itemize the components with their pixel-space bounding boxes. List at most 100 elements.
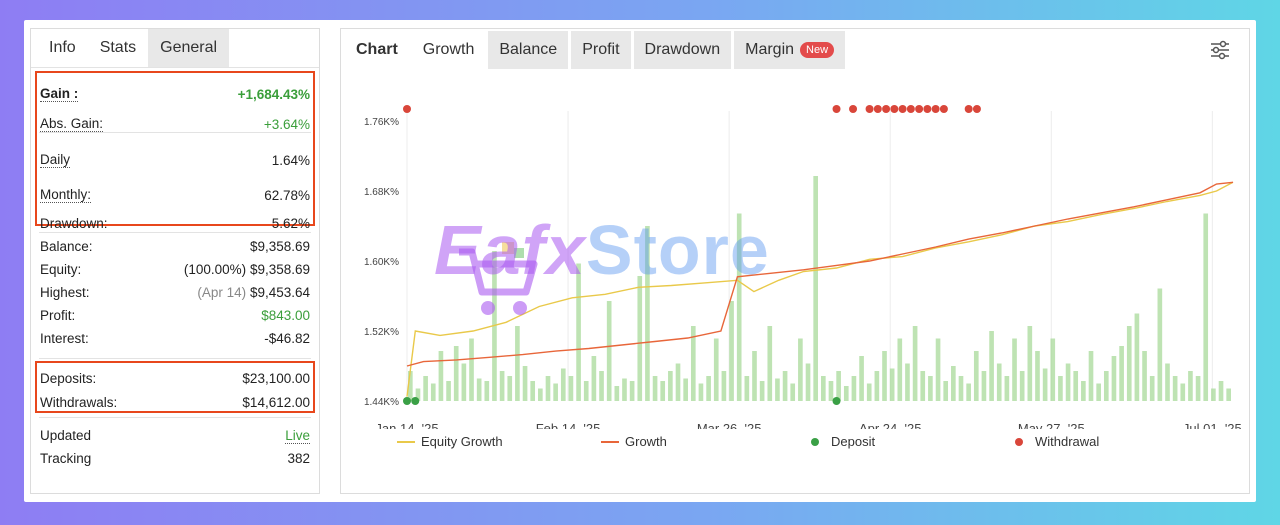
volume-bar bbox=[438, 351, 444, 401]
stat-label: Withdrawals: bbox=[40, 394, 118, 410]
withdrawal-marker bbox=[939, 105, 948, 113]
stat-prefix: (100.00%) bbox=[183, 262, 250, 277]
stat-value-text: 382 bbox=[287, 451, 310, 466]
volume-bar bbox=[622, 378, 627, 401]
volume-bar bbox=[706, 376, 711, 401]
legend-growth[interactable]: Growth bbox=[601, 434, 667, 449]
legend-equity-growth[interactable]: Equity Growth bbox=[397, 434, 503, 449]
deposit-highlight-box bbox=[35, 361, 315, 413]
legend-withdrawal[interactable]: Withdrawal bbox=[1015, 434, 1099, 449]
volume-bar bbox=[729, 301, 734, 401]
x-tick-label: Feb 14, '25 bbox=[536, 421, 601, 429]
volume-bar bbox=[1073, 371, 1079, 401]
stat-label: Updated bbox=[40, 428, 92, 443]
volume-bar bbox=[698, 383, 704, 401]
withdrawal-marker bbox=[403, 105, 411, 113]
divider bbox=[39, 232, 311, 233]
tab-growth[interactable]: Growth bbox=[422, 41, 475, 58]
new-badge: New bbox=[800, 41, 835, 58]
stat-value-text: $9,358.69 bbox=[249, 239, 310, 254]
y-tick-label: 1.68K% bbox=[364, 187, 399, 198]
stat-value[interactable]: Live bbox=[285, 428, 310, 444]
equity-growth-line bbox=[406, 181, 1234, 397]
volume-bar bbox=[629, 381, 635, 401]
tab-stats[interactable]: Stats bbox=[99, 39, 137, 56]
sliders-icon[interactable] bbox=[1209, 39, 1231, 61]
balance-stats: Balance: $9,358.69 Equity: (100.00%) $9,358… bbox=[31, 235, 319, 350]
stat-value-text: $843.00 bbox=[261, 308, 310, 323]
stat-value: 1.64% bbox=[272, 153, 310, 168]
x-tick-label: Jul 01, '25 bbox=[1183, 421, 1241, 429]
withdrawal-marker bbox=[832, 105, 841, 113]
volume-bar bbox=[430, 383, 436, 401]
stat-value-text: 62.78% bbox=[264, 187, 310, 203]
tab-info[interactable]: Info bbox=[49, 39, 76, 56]
volume-bar bbox=[1027, 326, 1033, 401]
legend-deposit[interactable]: Deposit bbox=[811, 434, 875, 449]
volume-bar bbox=[1195, 376, 1201, 401]
stat-value: (Apr 14) $9,453.64 bbox=[197, 285, 310, 300]
volume-bar bbox=[943, 381, 949, 401]
tab-chart[interactable]: Chart bbox=[356, 41, 398, 58]
withdrawal-marker bbox=[890, 105, 899, 113]
volume-bar bbox=[408, 371, 413, 401]
stat-value: 5.62% bbox=[272, 216, 310, 231]
y-tick-label: 1.52K% bbox=[364, 327, 399, 338]
stat-row: Interest: -$46.82 bbox=[31, 327, 319, 350]
volume-bar bbox=[645, 226, 650, 401]
withdrawal-marker bbox=[882, 105, 891, 113]
volume-bar bbox=[821, 376, 826, 401]
stat-label: Gain : bbox=[40, 86, 79, 102]
volume-bar bbox=[522, 366, 528, 401]
volume-bar bbox=[759, 381, 765, 401]
deposit-marker bbox=[403, 397, 411, 405]
volume-bar bbox=[1058, 376, 1063, 401]
volume-bar bbox=[981, 371, 987, 401]
tab-drawdown[interactable]: Drawdown bbox=[633, 31, 732, 69]
stat-label: Balance: bbox=[40, 239, 93, 254]
volume-bar bbox=[882, 351, 887, 401]
stat-value: $843.00 bbox=[261, 308, 310, 323]
withdrawal-marker bbox=[964, 105, 973, 113]
stat-value: (100.00%) $9,358.69 bbox=[184, 262, 310, 277]
volume-bar bbox=[499, 371, 505, 401]
volume-bar bbox=[912, 326, 918, 401]
stat-row: Tracking 382 bbox=[31, 447, 319, 470]
volume-bar bbox=[507, 376, 513, 401]
stat-value-text: +3.64% bbox=[263, 116, 310, 132]
volume-bar bbox=[1096, 383, 1101, 401]
withdrawal-marker bbox=[972, 105, 981, 113]
tab-margin-label: Margin bbox=[745, 41, 795, 58]
volume-bar bbox=[851, 376, 857, 401]
volume-bar bbox=[866, 383, 872, 401]
tab-balance[interactable]: Balance bbox=[488, 31, 569, 69]
stat-value-text: +1,684.43% bbox=[237, 86, 310, 102]
stat-value-text: 5.62% bbox=[271, 215, 310, 231]
volume-bar bbox=[484, 381, 490, 401]
stat-label: Highest: bbox=[40, 285, 90, 300]
stats-panel: Info Stats General Gain : +1,684.43% Abs. … bbox=[30, 28, 320, 494]
volume-bar bbox=[675, 363, 681, 401]
stat-label: Interest: bbox=[40, 331, 89, 346]
legend-growth-label: Growth bbox=[625, 434, 667, 449]
volume-bar bbox=[752, 351, 757, 401]
stat-value-text: $23,100.00 bbox=[242, 370, 310, 386]
volume-bar bbox=[1081, 381, 1086, 401]
stat-row: Highest: (Apr 14) $9,453.64 bbox=[31, 281, 319, 304]
stat-value-text: -$46.82 bbox=[264, 331, 310, 346]
x-tick-label: May 27, '25 bbox=[1018, 421, 1085, 429]
stat-prefix: (Apr 14) bbox=[197, 285, 250, 300]
stat-label: Equity: bbox=[40, 262, 82, 277]
volume-bar bbox=[1119, 346, 1124, 401]
x-tick-label: Apr 24, '25 bbox=[859, 421, 921, 429]
tab-profit[interactable]: Profit bbox=[571, 31, 631, 69]
volume-bar bbox=[461, 363, 467, 401]
tab-margin[interactable]: Margin New bbox=[734, 31, 846, 69]
withdrawal-marker bbox=[923, 105, 932, 113]
tab-general[interactable]: General bbox=[148, 29, 230, 67]
stat-value-text: $9,358.69 bbox=[249, 262, 310, 277]
volume-bar bbox=[805, 363, 811, 401]
withdrawal-marker bbox=[873, 105, 882, 113]
withdrawal-marker bbox=[915, 105, 924, 113]
volume-bar bbox=[836, 371, 841, 401]
